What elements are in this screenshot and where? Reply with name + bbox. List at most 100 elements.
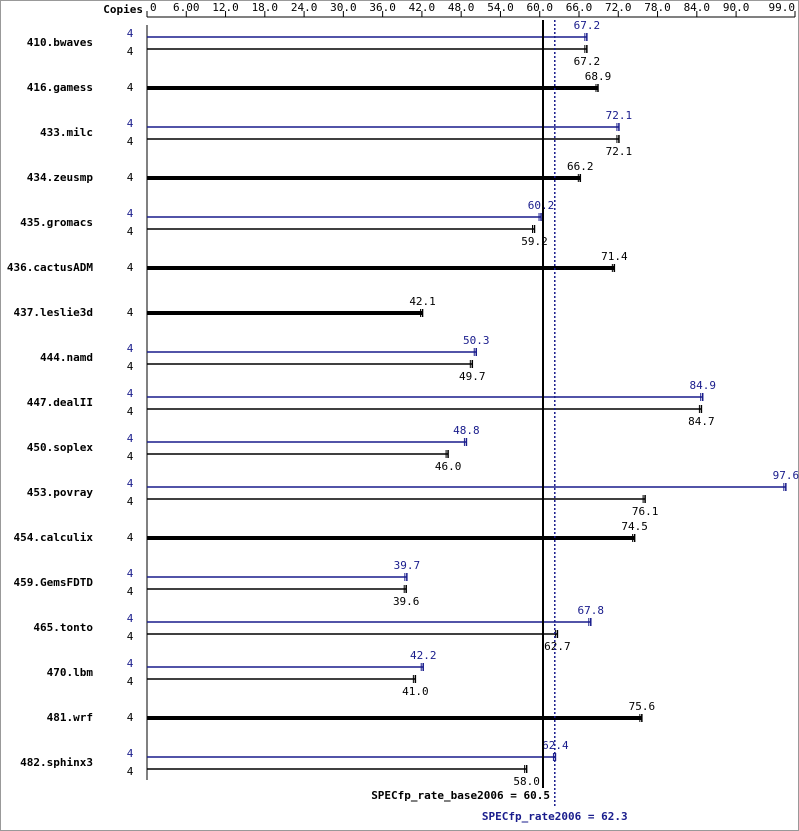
value-label: 75.6: [629, 700, 656, 713]
benchmark-label: 437.leslie3d: [14, 306, 93, 319]
benchmark-label: 444.namd: [40, 351, 93, 364]
copies: 4: [127, 117, 134, 130]
benchmark-label: 470.lbm: [47, 666, 94, 679]
bar: [147, 348, 477, 356]
benchmark-label: 482.sphinx3: [20, 756, 93, 769]
benchmark-label: 416.gamess: [27, 81, 93, 94]
bar: [147, 405, 703, 413]
x-tick-label: 66.0: [566, 1, 593, 14]
x-tick-label: 30.0: [330, 1, 357, 14]
copies: 4: [127, 531, 134, 544]
copies: 4: [127, 27, 134, 40]
copies: 4: [127, 675, 134, 688]
value-label: 62.4: [542, 739, 569, 752]
bar: [147, 225, 536, 233]
value-label: 72.1: [606, 109, 633, 122]
copies: 4: [127, 477, 134, 490]
copies-header: Copies: [103, 3, 143, 16]
x-tick-label: 84.0: [684, 1, 711, 14]
copies: 4: [127, 45, 134, 58]
benchmark-label: 454.calculix: [14, 531, 94, 544]
value-label: 49.7: [459, 370, 486, 383]
value-label: 84.9: [689, 379, 716, 392]
copies: 4: [127, 387, 134, 400]
value-label: 39.6: [393, 595, 420, 608]
benchmark-label: 447.dealII: [27, 396, 93, 409]
value-label: 68.9: [585, 70, 612, 83]
bar: [147, 495, 646, 503]
benchmark-label: 459.GemsFDTD: [14, 576, 94, 589]
x-tick-label: 12.0: [212, 1, 239, 14]
bar: [147, 45, 588, 53]
value-label: 72.1: [606, 145, 633, 158]
copies: 4: [127, 261, 134, 274]
x-tick-label: 36.0: [369, 1, 396, 14]
benchmark-label: 434.zeusmp: [27, 171, 94, 184]
value-label: 76.1: [632, 505, 659, 518]
copies: 4: [127, 342, 134, 355]
copies: 4: [127, 567, 134, 580]
reference-label: SPECfp_rate2006 = 62.3: [482, 810, 628, 823]
benchmark-label: 435.gromacs: [20, 216, 93, 229]
benchmark-label: 481.wrf: [47, 711, 93, 724]
reference-label: SPECfp_rate_base2006 = 60.5: [371, 789, 550, 802]
bar: [147, 675, 417, 683]
value-label: 58.0: [513, 775, 540, 788]
x-tick-label: 18.0: [252, 1, 279, 14]
value-label: 50.3: [463, 334, 490, 347]
benchmark-label: 465.tonto: [33, 621, 93, 634]
x-tick-label: 99.0: [769, 1, 796, 14]
bar: [147, 264, 616, 272]
copies: 4: [127, 405, 134, 418]
x-tick-label: 78.0: [644, 1, 671, 14]
value-label: 74.5: [621, 520, 648, 533]
bar: [147, 753, 557, 761]
value-label: 67.8: [578, 604, 605, 617]
copies: 4: [127, 711, 134, 724]
copies: 4: [127, 135, 134, 148]
benchmark-label: 450.soplex: [27, 441, 94, 454]
bar: [147, 309, 424, 317]
bar: [147, 360, 474, 368]
copies: 4: [127, 450, 134, 463]
copies: 4: [127, 207, 134, 220]
value-label: 62.7: [544, 640, 571, 653]
x-tick-label: 0: [150, 1, 157, 14]
bar: [147, 450, 449, 458]
bar: [147, 84, 599, 92]
bar: [147, 765, 528, 773]
bar: [147, 33, 588, 41]
copies: 4: [127, 747, 134, 760]
bar: [147, 663, 424, 671]
bar: [147, 534, 636, 542]
bar: [147, 483, 787, 491]
bar: [147, 438, 468, 446]
x-tick-label: 60.0: [526, 1, 553, 14]
bar: [147, 714, 643, 722]
benchmark-label: 433.milc: [40, 126, 93, 139]
value-label: 42.1: [409, 295, 436, 308]
copies: 4: [127, 306, 134, 319]
copies: 4: [127, 585, 134, 598]
value-label: 97.6: [773, 469, 799, 482]
value-label: 59.2: [521, 235, 548, 248]
value-label: 66.2: [567, 160, 594, 173]
value-label: 42.2: [410, 649, 437, 662]
x-tick-label: 42.0: [409, 1, 436, 14]
x-tick-label: 54.0: [487, 1, 514, 14]
copies: 4: [127, 612, 134, 625]
copies: 4: [127, 630, 134, 643]
value-label: 41.0: [402, 685, 429, 698]
copies: 4: [127, 495, 134, 508]
value-label: 39.7: [394, 559, 421, 572]
copies: 4: [127, 225, 134, 238]
copies: 4: [127, 432, 134, 445]
x-tick-label: 48.0: [448, 1, 475, 14]
value-label: 48.8: [453, 424, 480, 437]
bar: [147, 393, 704, 401]
x-tick-label: 24.0: [291, 1, 318, 14]
copies: 4: [127, 81, 134, 94]
copies: 4: [127, 171, 134, 184]
